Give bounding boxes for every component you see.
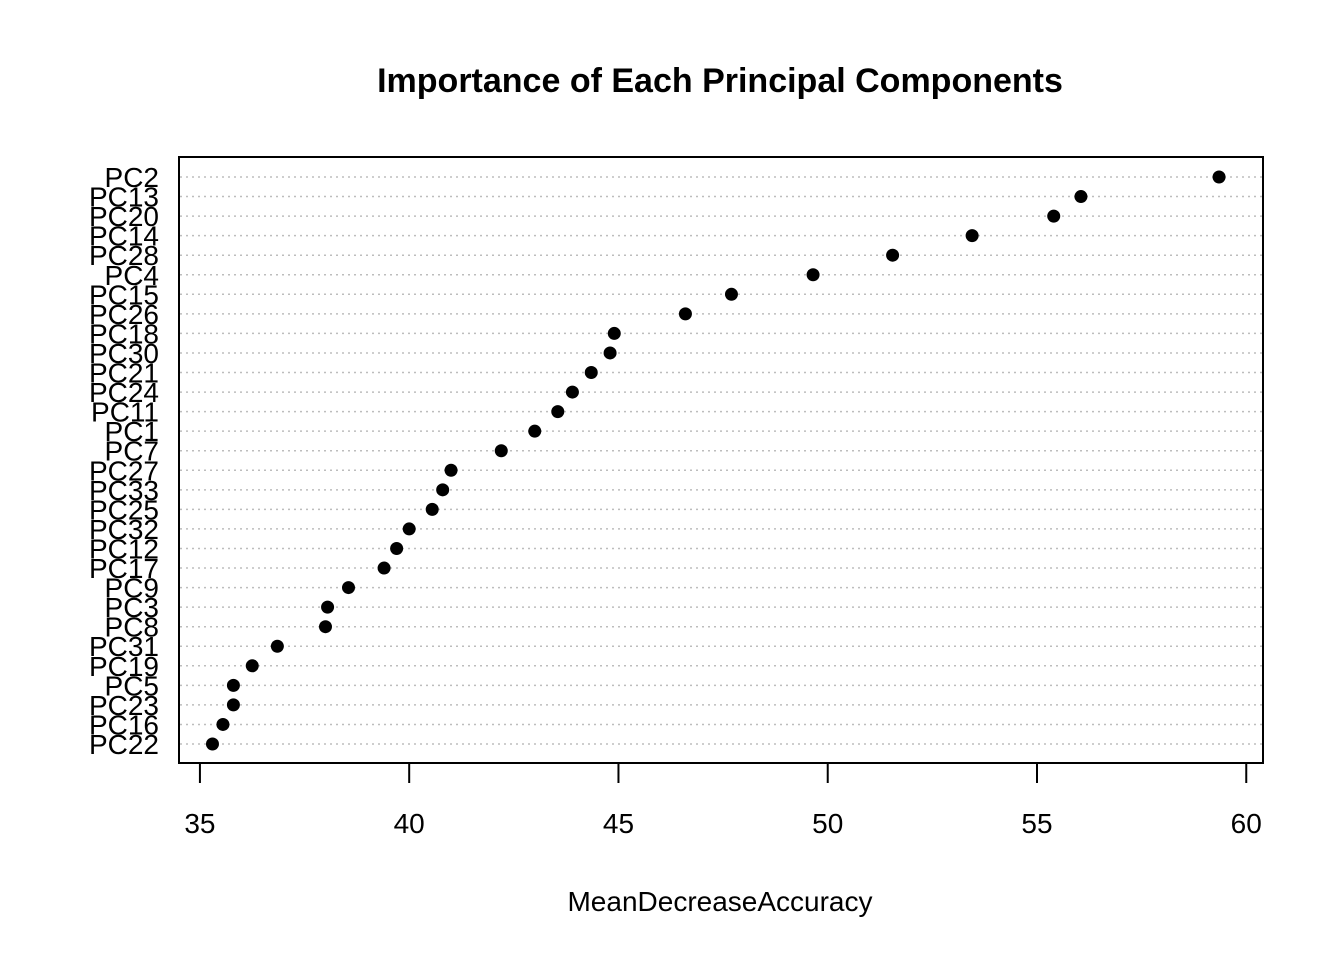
data-point [806, 268, 820, 282]
category-label: PC4 [105, 260, 159, 291]
data-points [205, 170, 1226, 751]
data-point [436, 483, 450, 497]
data-point [377, 561, 391, 575]
category-label: PC3 [105, 592, 159, 623]
x-tick-label: 45 [603, 808, 634, 839]
data-point [603, 346, 617, 360]
category-label: PC17 [89, 553, 159, 584]
x-tick-label: 60 [1231, 808, 1262, 839]
chart-title: Importance of Each Principal Components [377, 62, 1063, 100]
row-labels: PC2PC13PC20PC14PC28PC4PC15PC26PC18PC30PC… [89, 162, 159, 760]
category-label: PC14 [89, 221, 159, 252]
category-label: PC25 [89, 494, 159, 525]
category-label: PC23 [89, 690, 159, 721]
category-label: PC2 [105, 162, 159, 193]
data-point [584, 366, 598, 380]
category-label: PC32 [89, 514, 159, 545]
category-label: PC21 [89, 358, 159, 389]
data-point [318, 620, 332, 634]
category-label: PC31 [89, 631, 159, 662]
category-label: PC11 [91, 397, 159, 428]
data-point [245, 659, 259, 673]
data-point [342, 581, 356, 595]
x-axis-label: MeanDecreaseAccuracy [567, 886, 872, 917]
data-point [216, 717, 230, 731]
category-label: PC1 [105, 416, 159, 447]
category-label: PC18 [89, 318, 159, 349]
category-label: PC5 [105, 670, 159, 701]
category-label: PC16 [89, 709, 159, 740]
data-point [390, 541, 404, 555]
data-point [1212, 170, 1226, 184]
data-point [965, 229, 979, 243]
data-point [607, 326, 621, 340]
category-label: PC22 [89, 729, 159, 760]
data-point [270, 639, 284, 653]
category-label: PC13 [89, 182, 159, 213]
category-label: PC20 [89, 201, 159, 232]
data-point [402, 522, 416, 536]
plot-frame [178, 156, 1264, 764]
data-point [226, 678, 240, 692]
data-point [1047, 209, 1061, 223]
x-tick-label: 50 [812, 808, 843, 839]
x-tick-label: 55 [1021, 808, 1052, 839]
data-point [494, 444, 508, 458]
data-point [886, 248, 900, 262]
data-point [724, 287, 738, 301]
category-label: PC33 [89, 475, 159, 506]
data-point [321, 600, 335, 614]
data-point [425, 502, 439, 516]
data-point [678, 307, 692, 321]
category-label: PC12 [89, 533, 159, 564]
category-label: PC26 [89, 299, 159, 330]
category-label: PC27 [89, 455, 159, 486]
data-point [528, 424, 542, 438]
data-point [1074, 190, 1088, 204]
x-tick-label: 40 [394, 808, 425, 839]
category-label: PC7 [105, 436, 159, 467]
grid-lines [180, 176, 1262, 745]
data-point [226, 698, 240, 712]
data-point [444, 463, 458, 477]
category-label: PC8 [105, 612, 159, 643]
data-point [565, 385, 579, 399]
category-label: PC28 [89, 240, 159, 271]
category-label: PC19 [89, 651, 159, 682]
data-point [205, 737, 219, 751]
category-label: PC30 [89, 338, 159, 369]
x-tick-label: 35 [184, 808, 215, 839]
category-label: PC24 [89, 377, 159, 408]
data-point [551, 405, 565, 419]
category-label: PC15 [89, 279, 159, 310]
category-label: PC9 [105, 573, 159, 604]
x-axis: 35 40 45 50 55 60 [184, 762, 1262, 839]
